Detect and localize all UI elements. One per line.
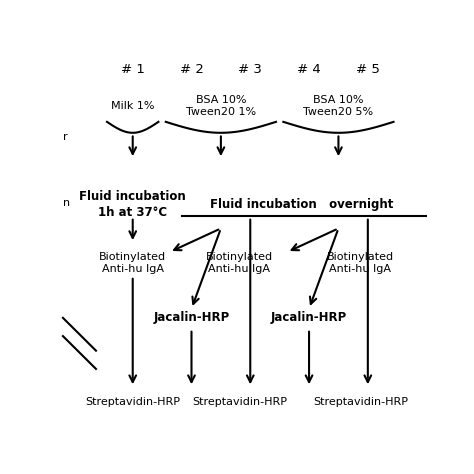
Text: Jacalin-HRP: Jacalin-HRP xyxy=(271,311,347,324)
Text: n: n xyxy=(63,198,70,208)
Text: Biotinylated
Anti-hu IgA: Biotinylated Anti-hu IgA xyxy=(99,252,166,274)
Text: # 3: # 3 xyxy=(238,63,262,76)
Text: Milk 1%: Milk 1% xyxy=(111,101,155,111)
Text: Streptavidin-HRP: Streptavidin-HRP xyxy=(85,397,180,407)
Text: # 1: # 1 xyxy=(121,63,145,76)
Text: # 4: # 4 xyxy=(297,63,321,76)
Text: # 5: # 5 xyxy=(356,63,380,76)
Text: BSA 10%
Tween20 1%: BSA 10% Tween20 1% xyxy=(186,95,256,118)
Text: # 2: # 2 xyxy=(180,63,203,76)
Text: BSA 10%
Tween20 5%: BSA 10% Tween20 5% xyxy=(303,95,374,118)
Text: Biotinylated
Anti-hu IgA: Biotinylated Anti-hu IgA xyxy=(327,252,394,274)
Text: r: r xyxy=(63,132,68,142)
Text: Jacalin-HRP: Jacalin-HRP xyxy=(154,311,229,324)
Text: Fluid incubation
1h at 37°C: Fluid incubation 1h at 37°C xyxy=(79,190,186,219)
Text: Biotinylated
Anti-hu IgA: Biotinylated Anti-hu IgA xyxy=(206,252,273,274)
Text: Streptavidin-HRP: Streptavidin-HRP xyxy=(313,397,408,407)
Text: Fluid incubation   overnight: Fluid incubation overnight xyxy=(210,198,393,211)
Text: Streptavidin-HRP: Streptavidin-HRP xyxy=(192,397,287,407)
